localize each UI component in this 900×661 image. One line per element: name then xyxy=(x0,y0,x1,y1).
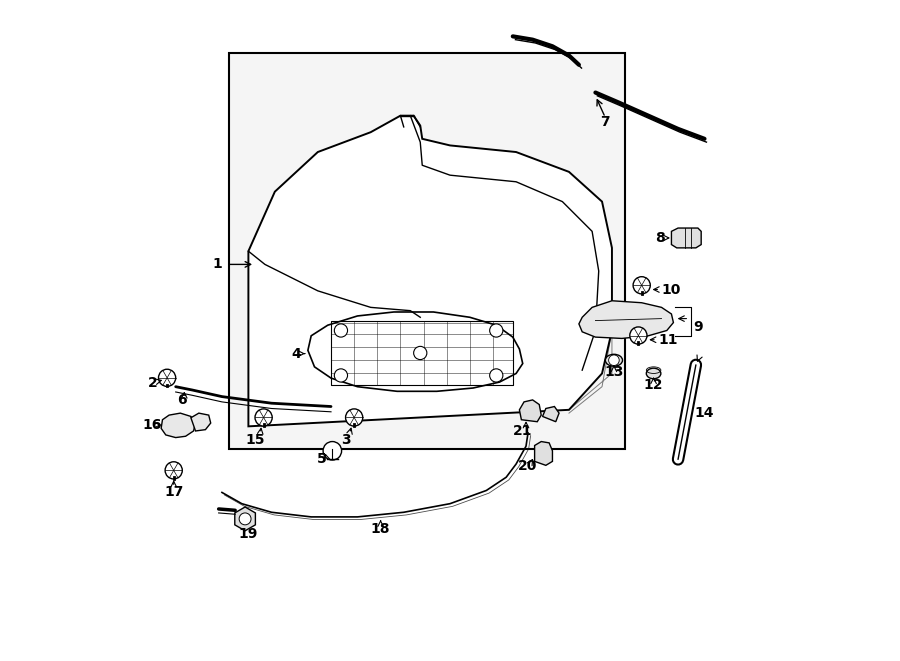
Text: 21: 21 xyxy=(513,424,533,438)
Bar xyxy=(229,53,626,449)
Text: 9: 9 xyxy=(693,320,703,334)
Circle shape xyxy=(158,369,176,387)
Text: 17: 17 xyxy=(164,485,184,500)
Text: 12: 12 xyxy=(644,378,663,393)
Circle shape xyxy=(630,327,647,344)
Text: 18: 18 xyxy=(371,522,391,536)
Text: 3: 3 xyxy=(341,432,350,447)
Circle shape xyxy=(334,324,347,337)
Polygon shape xyxy=(535,442,553,465)
Text: 20: 20 xyxy=(518,459,537,473)
Polygon shape xyxy=(235,507,256,531)
Text: 1: 1 xyxy=(212,257,222,272)
Text: 15: 15 xyxy=(246,432,265,447)
Circle shape xyxy=(239,513,251,525)
Polygon shape xyxy=(161,413,195,438)
Polygon shape xyxy=(519,400,541,422)
Circle shape xyxy=(414,346,427,360)
Circle shape xyxy=(608,355,619,366)
Polygon shape xyxy=(579,301,673,338)
Polygon shape xyxy=(191,413,211,431)
Text: 4: 4 xyxy=(292,346,302,361)
Text: 16: 16 xyxy=(143,418,162,432)
Polygon shape xyxy=(248,116,612,426)
Circle shape xyxy=(490,324,503,337)
Text: 14: 14 xyxy=(695,406,715,420)
Polygon shape xyxy=(543,407,559,422)
Text: 8: 8 xyxy=(655,231,665,245)
Circle shape xyxy=(334,369,347,382)
Bar xyxy=(331,321,513,385)
Text: 13: 13 xyxy=(604,365,624,379)
Circle shape xyxy=(165,462,183,479)
Circle shape xyxy=(255,409,272,426)
Text: 5: 5 xyxy=(317,452,327,467)
Circle shape xyxy=(346,409,363,426)
Text: 7: 7 xyxy=(600,115,610,130)
Text: 10: 10 xyxy=(662,282,681,297)
Ellipse shape xyxy=(646,368,661,379)
Text: 2: 2 xyxy=(148,376,157,391)
Polygon shape xyxy=(671,228,701,248)
Text: 11: 11 xyxy=(658,333,678,348)
Polygon shape xyxy=(308,312,523,391)
Circle shape xyxy=(633,277,651,294)
Circle shape xyxy=(490,369,503,382)
Text: 6: 6 xyxy=(177,393,187,407)
Text: 19: 19 xyxy=(238,527,258,541)
Ellipse shape xyxy=(606,354,623,366)
Circle shape xyxy=(323,442,342,460)
